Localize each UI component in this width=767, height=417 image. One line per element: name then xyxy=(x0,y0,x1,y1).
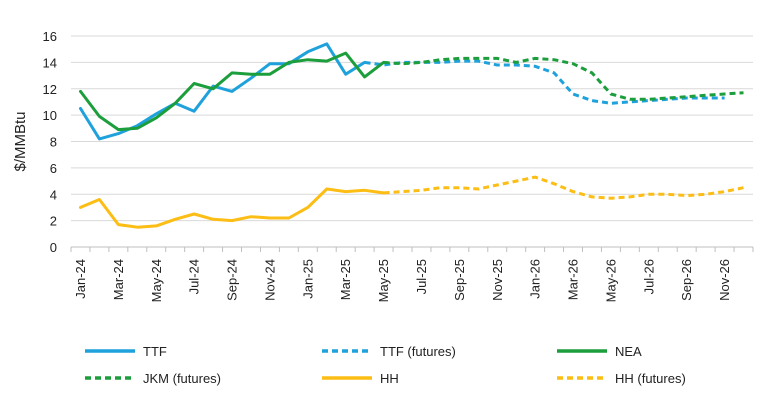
x-tick-label: Mar-24 xyxy=(111,259,126,300)
x-tick-label: Jan-24 xyxy=(73,259,88,299)
y-tick-label: 16 xyxy=(43,29,57,44)
y-tick-label: 14 xyxy=(43,55,57,70)
legend-label: NEA xyxy=(615,344,642,359)
x-tick-label: Nov-24 xyxy=(262,259,277,301)
legend-label: JKM (futures) xyxy=(143,371,221,386)
series-line-jkm-futures xyxy=(383,56,744,101)
x-tick-label: May-25 xyxy=(376,259,391,302)
x-tick-label: Jan-26 xyxy=(528,259,543,299)
y-tick-label: 2 xyxy=(50,214,57,229)
legend-label: HH xyxy=(380,371,399,386)
x-tick-label: Sep-26 xyxy=(679,259,694,301)
x-tick-label: Mar-26 xyxy=(566,259,581,300)
y-tick-label: 12 xyxy=(43,82,57,97)
x-tick-label: Sep-24 xyxy=(225,259,240,301)
x-tick-label: Mar-25 xyxy=(338,259,353,300)
series-line-ttf xyxy=(79,42,367,141)
x-tick-label: Jul-26 xyxy=(641,259,656,294)
legend-item: HH (futures) xyxy=(557,371,686,386)
series-line-nea xyxy=(79,51,386,132)
y-tick-label: 4 xyxy=(50,187,57,202)
x-tick-label: Jan-25 xyxy=(300,259,315,299)
gridlines xyxy=(71,35,753,222)
x-tick-label: Jul-24 xyxy=(187,259,202,294)
legend-item: TTF xyxy=(85,344,167,359)
legend-label: TTF xyxy=(143,344,167,359)
axes: 0 2 4 6 8 10 12 14 16 Jan-24 Mar-24 May-24 Jul-24 Sep… xyxy=(43,29,754,302)
x-tick-label: Sep-25 xyxy=(452,259,467,301)
x-tick-label: Jul-25 xyxy=(414,259,429,294)
series-line-hh-futures xyxy=(383,175,744,200)
legend-label: TTF (futures) xyxy=(380,344,456,359)
legend: TTF TTF (futures) NEA JKM (futures) HH HH (fu… xyxy=(85,344,686,386)
y-tick-label: 0 xyxy=(50,240,57,255)
y-axis-title: $/MMBtu xyxy=(12,111,29,171)
legend-label: HH (futures) xyxy=(615,371,686,386)
x-tick-label: May-24 xyxy=(149,259,164,302)
y-tick-label: 10 xyxy=(43,108,57,123)
x-tick-label: May-26 xyxy=(603,259,618,302)
y-tick-label: 8 xyxy=(50,135,57,150)
series-line-hh xyxy=(79,187,386,229)
legend-item: HH xyxy=(322,371,399,386)
legend-item: JKM (futures) xyxy=(85,371,221,386)
x-tick-label: Nov-26 xyxy=(717,259,732,301)
legend-item: NEA xyxy=(557,344,642,359)
legend-item: TTF (futures) xyxy=(322,344,456,359)
series-lines xyxy=(79,42,744,229)
y-tick-label: 6 xyxy=(50,161,57,176)
x-tick-label: Nov-25 xyxy=(490,259,505,301)
